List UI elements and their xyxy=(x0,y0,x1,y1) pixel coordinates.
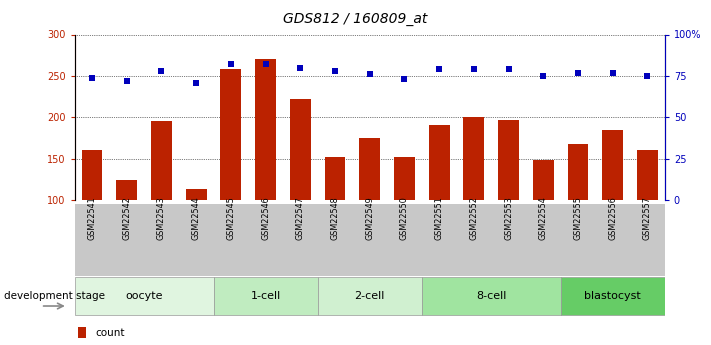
Bar xyxy=(248,204,283,276)
Point xyxy=(86,75,97,80)
Bar xyxy=(387,204,422,276)
Bar xyxy=(290,99,311,200)
Bar xyxy=(464,117,484,200)
Text: GSM22554: GSM22554 xyxy=(539,196,547,240)
Bar xyxy=(456,204,491,276)
Bar xyxy=(491,204,526,276)
Text: 1-cell: 1-cell xyxy=(250,291,281,301)
Text: GSM22557: GSM22557 xyxy=(643,196,652,240)
Bar xyxy=(630,204,665,276)
Bar xyxy=(533,160,554,200)
Bar xyxy=(318,204,353,276)
Point xyxy=(538,73,549,79)
Bar xyxy=(82,150,102,200)
Bar xyxy=(318,277,422,315)
Text: development stage: development stage xyxy=(4,291,105,301)
Bar xyxy=(353,204,387,276)
Bar xyxy=(117,180,137,200)
Point xyxy=(468,67,479,72)
Bar xyxy=(567,144,589,200)
Bar xyxy=(151,121,172,200)
Text: 2-cell: 2-cell xyxy=(355,291,385,301)
Text: GSM22546: GSM22546 xyxy=(261,196,270,240)
Text: count: count xyxy=(95,327,125,337)
Point xyxy=(642,73,653,79)
Bar xyxy=(77,327,87,338)
Text: GSM22552: GSM22552 xyxy=(469,196,479,240)
Text: GSM22542: GSM22542 xyxy=(122,196,132,240)
Bar xyxy=(178,204,213,276)
Point xyxy=(572,70,584,75)
Text: GSM22544: GSM22544 xyxy=(192,196,201,240)
Point xyxy=(225,61,237,67)
Text: oocyte: oocyte xyxy=(125,291,163,301)
Text: GSM22543: GSM22543 xyxy=(157,196,166,240)
Text: GSM22549: GSM22549 xyxy=(365,196,374,240)
Bar xyxy=(213,204,248,276)
Bar xyxy=(220,69,241,200)
Text: GSM22545: GSM22545 xyxy=(226,196,235,240)
Bar xyxy=(498,120,519,200)
Point xyxy=(260,61,272,67)
Bar xyxy=(255,59,276,200)
Bar xyxy=(75,204,109,276)
Point xyxy=(607,70,619,75)
Bar xyxy=(637,150,658,200)
Bar xyxy=(213,277,318,315)
Text: 8-cell: 8-cell xyxy=(476,291,506,301)
Bar xyxy=(422,277,561,315)
Bar xyxy=(325,157,346,200)
Bar xyxy=(283,204,318,276)
Point xyxy=(156,68,167,74)
Text: GSM22547: GSM22547 xyxy=(296,196,305,240)
Bar xyxy=(359,138,380,200)
Text: GSM22548: GSM22548 xyxy=(331,196,340,240)
Point xyxy=(399,77,410,82)
Point xyxy=(191,80,202,85)
Text: GSM22556: GSM22556 xyxy=(608,196,617,240)
Bar xyxy=(561,277,665,315)
Bar xyxy=(561,204,595,276)
Point xyxy=(121,78,132,83)
Bar xyxy=(144,204,178,276)
Bar xyxy=(602,130,623,200)
Bar xyxy=(394,157,415,200)
Bar xyxy=(75,277,213,315)
Point xyxy=(434,67,445,72)
Text: blastocyst: blastocyst xyxy=(584,291,641,301)
Text: GDS812 / 160809_at: GDS812 / 160809_at xyxy=(283,12,428,26)
Text: GSM22551: GSM22551 xyxy=(434,196,444,240)
Text: GSM22555: GSM22555 xyxy=(574,196,582,240)
Bar xyxy=(422,204,456,276)
Text: GSM22541: GSM22541 xyxy=(87,196,97,240)
Point xyxy=(329,68,341,74)
Bar xyxy=(109,204,144,276)
Bar xyxy=(186,188,207,200)
Text: GSM22553: GSM22553 xyxy=(504,196,513,240)
Point xyxy=(503,67,514,72)
Bar xyxy=(429,125,449,200)
Bar xyxy=(595,204,630,276)
Text: GSM22550: GSM22550 xyxy=(400,196,409,240)
Point xyxy=(364,71,375,77)
Point xyxy=(294,65,306,70)
Bar xyxy=(526,204,561,276)
